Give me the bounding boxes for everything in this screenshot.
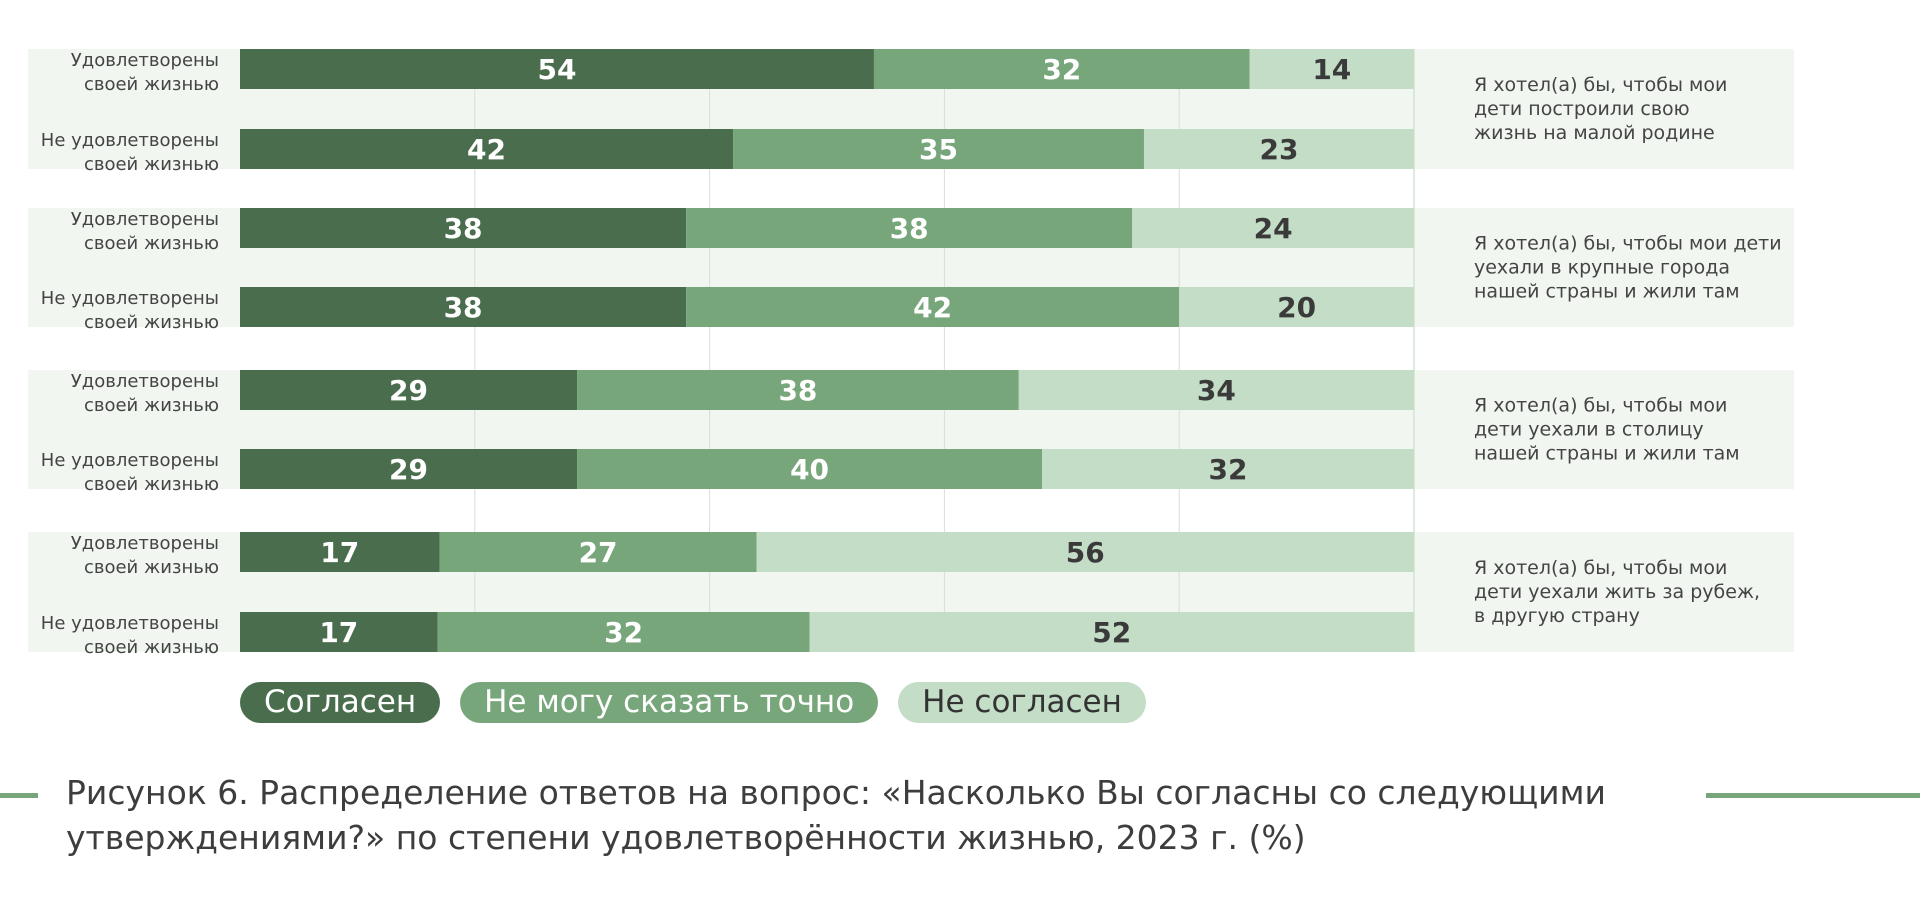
bar-segment-2-2-1	[240, 287, 687, 327]
row-label-line: своей жизнью	[84, 233, 219, 254]
legend: Согласен Не могу сказать точно Не соглас…	[240, 682, 1146, 723]
bar-segment-3-2-1	[240, 449, 578, 489]
bar-segment-3-1-1	[240, 370, 578, 410]
bar-segment-4-2-1	[240, 612, 438, 652]
legend-disagree: Не согласен	[898, 682, 1146, 723]
statement-2: Я хотел(а) бы, чтобы мои дети уехали в кр…	[1474, 233, 1782, 303]
row-label-line: Удовлетворены	[71, 371, 219, 392]
bar-segment-3-2-3	[1042, 449, 1414, 489]
bar-segment-1-2-1	[240, 129, 734, 169]
statement-line: Я хотел(а) бы, чтобы мои	[1474, 395, 1727, 417]
data-label-4-1-3: 56	[1066, 536, 1105, 569]
bar-segment-3-1-2	[577, 370, 1019, 410]
row-label-line: своей жизнью	[84, 312, 219, 333]
row-label-line: Не удовлетворены	[41, 288, 219, 309]
data-label-3-2-2: 40	[790, 453, 829, 486]
stacked-bar-chart: Удовлетворены своей жизнью 54 32 14 Не удовле…	[28, 49, 1794, 658]
row-label-line: Удовлетворены	[71, 209, 219, 230]
statement-line: дети построили свою	[1474, 98, 1690, 120]
bar-segment-2-1-1	[240, 208, 687, 248]
data-label-4-2-1: 17	[319, 616, 358, 649]
row-label-line: Удовлетворены	[71, 50, 219, 71]
data-label-1-2-3: 23	[1260, 133, 1299, 166]
row-label-2-2: Не удовлетворены своей жизнью	[41, 288, 219, 333]
row-label-line: своей жизнью	[84, 395, 219, 416]
bar-segment-1-2-2	[733, 129, 1144, 169]
statement-line: дети уехали жить за рубеж,	[1474, 581, 1760, 603]
row-label-line: своей жизнью	[84, 154, 219, 175]
caption-line-2: утверждениями?» по степени удовлетворённ…	[66, 818, 1306, 857]
bar-segment-4-2-2	[437, 612, 810, 652]
statement-line: нашей страны и жили там	[1474, 443, 1740, 465]
statement-line: дети уехали в столицу	[1474, 419, 1704, 441]
statement-4: Я хотел(а) бы, чтобы мои дети уехали жить…	[1474, 557, 1760, 627]
bar-segment-1-1-3	[1249, 49, 1414, 89]
data-label-4-1-1: 17	[320, 536, 359, 569]
statement-line: жизнь на малой родине	[1474, 122, 1715, 144]
figure-caption: Рисунок 6. Распределение ответов на вопр…	[66, 770, 1626, 860]
bar-segment-1-1-1	[240, 49, 874, 89]
row-label-line: своей жизнью	[84, 557, 219, 578]
legend-agree: Согласен	[240, 682, 441, 723]
data-label-1-1-3: 14	[1312, 53, 1351, 86]
statement-line: уехали в крупные города	[1474, 257, 1730, 279]
statement-line: в другую страну	[1474, 605, 1640, 627]
bar-segment-4-1-1	[240, 532, 440, 572]
row-label-4-1: Удовлетворены своей жизнью	[71, 533, 219, 578]
data-label-2-1-1: 38	[444, 212, 483, 245]
statement-line: Я хотел(а) бы, чтобы мои дети	[1474, 233, 1782, 255]
row-label-1-2: Не удовлетворены своей жизнью	[41, 130, 219, 175]
row-label-line: Не удовлетворены	[41, 130, 219, 151]
data-label-2-2-1: 38	[444, 291, 483, 324]
statement-line: нашей страны и жили там	[1474, 281, 1740, 303]
data-label-2-1-2: 38	[890, 212, 929, 245]
caption-line-1: Рисунок 6. Распределение ответов на вопр…	[66, 773, 1606, 812]
bar-segment-4-2-3	[809, 612, 1414, 652]
bar-segment-2-1-3	[1132, 208, 1414, 248]
bar-segment-2-2-2	[686, 287, 1180, 327]
data-label-1-1-2: 32	[1042, 53, 1081, 86]
data-label-3-1-1: 29	[389, 374, 428, 407]
data-label-3-2-3: 32	[1209, 453, 1248, 486]
statement-1: Я хотел(а) бы, чтобы мои дети построили с…	[1474, 74, 1727, 144]
row-label-line: Не удовлетворены	[41, 613, 219, 634]
row-label-3-2: Не удовлетворены своей жизнью	[41, 450, 219, 495]
bar-segment-2-1-2	[686, 208, 1133, 248]
bar-segment-1-1-2	[873, 49, 1250, 89]
bar-segment-2-2-3	[1179, 287, 1414, 327]
row-label-line: своей жизнью	[84, 74, 219, 95]
decorative-line-left	[0, 793, 38, 798]
bar-segment-4-1-3	[756, 532, 1414, 572]
row-label-line: своей жизнью	[84, 474, 219, 495]
row-label-4-2: Не удовлетворены своей жизнью	[41, 613, 219, 658]
bar-segment-1-2-3	[1143, 129, 1414, 169]
bar-segment-4-1-2	[439, 532, 757, 572]
data-label-1-1-1: 54	[537, 53, 576, 86]
data-label-4-2-3: 52	[1092, 616, 1131, 649]
data-label-3-1-2: 38	[778, 374, 817, 407]
row-label-1-1: Удовлетворены своей жизнью	[71, 50, 219, 95]
statement-line: Я хотел(а) бы, чтобы мои	[1474, 74, 1727, 96]
row-label-line: Удовлетворены	[71, 533, 219, 554]
row-label-3-1: Удовлетворены своей жизнью	[71, 371, 219, 416]
data-label-3-1-3: 34	[1197, 374, 1236, 407]
bar-segment-3-1-3	[1018, 370, 1414, 410]
statement-line: Я хотел(а) бы, чтобы мои	[1474, 557, 1727, 579]
data-label-1-2-2: 35	[919, 133, 958, 166]
data-label-2-1-3: 24	[1254, 212, 1293, 245]
row-label-line: Не удовлетворены	[41, 450, 219, 471]
data-label-4-1-2: 27	[579, 536, 618, 569]
row-label-line: своей жизнью	[84, 637, 219, 658]
bar-segment-3-2-2	[577, 449, 1043, 489]
statement-3: Я хотел(а) бы, чтобы мои дети уехали в ст…	[1474, 395, 1740, 465]
data-label-2-2-2: 42	[913, 291, 952, 324]
data-label-4-2-2: 32	[604, 616, 643, 649]
data-label-1-2-1: 42	[467, 133, 506, 166]
legend-unsure: Не могу сказать точно	[460, 682, 879, 723]
data-label-3-2-1: 29	[389, 453, 428, 486]
row-label-2-1: Удовлетворены своей жизнью	[71, 209, 219, 254]
decorative-line-right	[1706, 793, 1920, 798]
data-label-2-2-3: 20	[1277, 291, 1316, 324]
